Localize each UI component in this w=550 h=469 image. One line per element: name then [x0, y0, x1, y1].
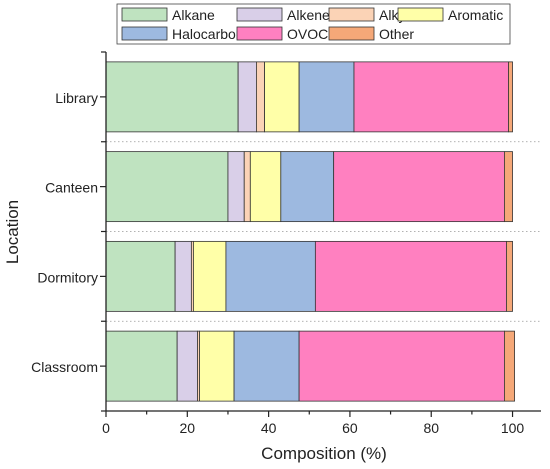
bar-library-alkene — [237, 61, 257, 133]
bar-canteen-ovoc — [333, 151, 505, 223]
legend-swatch-halocarbon — [121, 26, 168, 41]
bar-library-ovoc — [353, 61, 509, 133]
bar-dormitory-ovoc — [314, 240, 507, 312]
bar-library-alkyne — [256, 61, 265, 133]
legend: AlkaneAlkeneAlkyneAromaticHalocarbonOVOC… — [116, 3, 511, 45]
bar-dormitory-other — [506, 240, 513, 312]
legend-label-ovoc: OVOC — [287, 26, 328, 42]
bar-classroom-alkene — [176, 330, 198, 402]
bar-classroom-aromatic — [199, 330, 235, 402]
legend-label-other: Other — [379, 26, 414, 42]
legend-swatch-ovoc — [236, 26, 283, 41]
y-tick-label-library: Library — [55, 90, 98, 106]
bar-classroom-halocarbon — [233, 330, 300, 402]
legend-box — [116, 3, 511, 45]
x-tick-label-0: 0 — [102, 420, 110, 436]
x-tick-label-100: 100 — [501, 420, 525, 436]
bar-dormitory-alkene — [174, 240, 192, 312]
x-tick-label-60: 60 — [342, 420, 358, 436]
bar-dormitory-aromatic — [193, 240, 227, 312]
bar-classroom-ovoc — [298, 330, 505, 402]
legend-swatch-other — [328, 26, 375, 41]
y-axis-label: Location — [3, 200, 22, 264]
legend-swatch-alkene — [236, 7, 283, 22]
bar-canteen-alkene — [227, 151, 245, 223]
bar-canteen-halocarbon — [280, 151, 335, 223]
y-tick-label-canteen: Canteen — [45, 180, 98, 196]
bar-classroom-alkane — [105, 330, 178, 402]
bar-classroom-other — [504, 330, 515, 402]
legend-swatch-alkane — [121, 7, 168, 22]
bar-library-alkane — [105, 61, 239, 133]
bar-library-other — [508, 61, 513, 133]
bar-canteen-aromatic — [249, 151, 282, 223]
x-tick-label-80: 80 — [423, 420, 439, 436]
legend-label-alkane: Alkane — [172, 7, 215, 23]
bar-dormitory-alkane — [105, 240, 176, 312]
x-tick-label-40: 40 — [261, 420, 277, 436]
y-tick-label-classroom: Classroom — [31, 359, 98, 375]
bar-canteen-alkane — [105, 151, 229, 223]
bar-library-halocarbon — [298, 61, 355, 133]
legend-swatch-alkyne — [328, 7, 375, 22]
bar-dormitory-halocarbon — [225, 240, 316, 312]
x-axis-label: Composition (%) — [261, 444, 387, 463]
y-tick-label-dormitory: Dormitory — [37, 269, 98, 285]
bar-canteen-other — [504, 151, 513, 223]
legend-label-alkene: Alkene — [287, 7, 330, 23]
x-tick-label-20: 20 — [180, 420, 196, 436]
bars — [105, 61, 515, 402]
bar-library-aromatic — [264, 61, 300, 133]
legend-label-halocarbon: Halocarbon — [172, 26, 244, 42]
axes: Library Canteen Dormitory Classroom 0 20 40 60 8… — [31, 51, 541, 436]
legend-label-aromatic: Aromatic — [448, 7, 503, 23]
bar-canteen-alkyne — [243, 151, 251, 223]
legend-swatch-aromatic — [397, 7, 444, 22]
